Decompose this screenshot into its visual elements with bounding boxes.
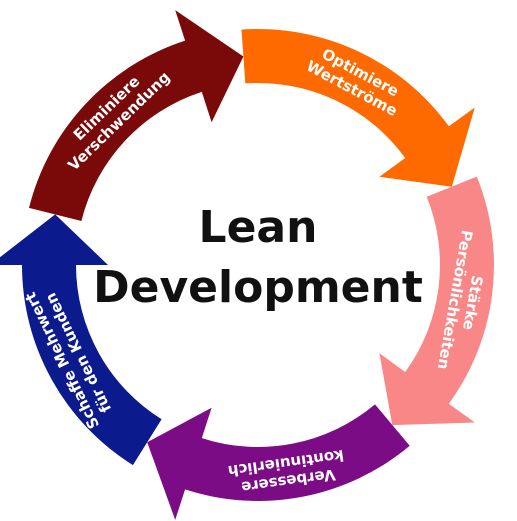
arrow-strengthen-people	[379, 176, 494, 426]
arrow-customer-value	[0, 214, 162, 466]
arrow-eliminate-waste	[29, 10, 244, 221]
center-title-line-2: Development	[93, 262, 423, 313]
center-title-line-1: Lean	[199, 202, 318, 253]
label-eliminate-waste: EliminiereVerschwendung	[52, 55, 174, 174]
arrow-continuous-improvement	[147, 404, 410, 520]
arrow-optimize-value-streams	[241, 29, 475, 187]
cycle-arrows	[0, 10, 494, 520]
